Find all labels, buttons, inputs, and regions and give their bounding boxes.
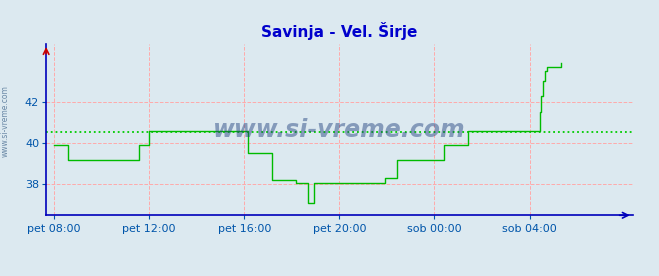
Text: www.si-vreme.com: www.si-vreme.com [1,86,10,157]
Title: Savinja - Vel. Širje: Savinja - Vel. Širje [261,22,418,40]
Text: www.si-vreme.com: www.si-vreme.com [213,118,466,142]
